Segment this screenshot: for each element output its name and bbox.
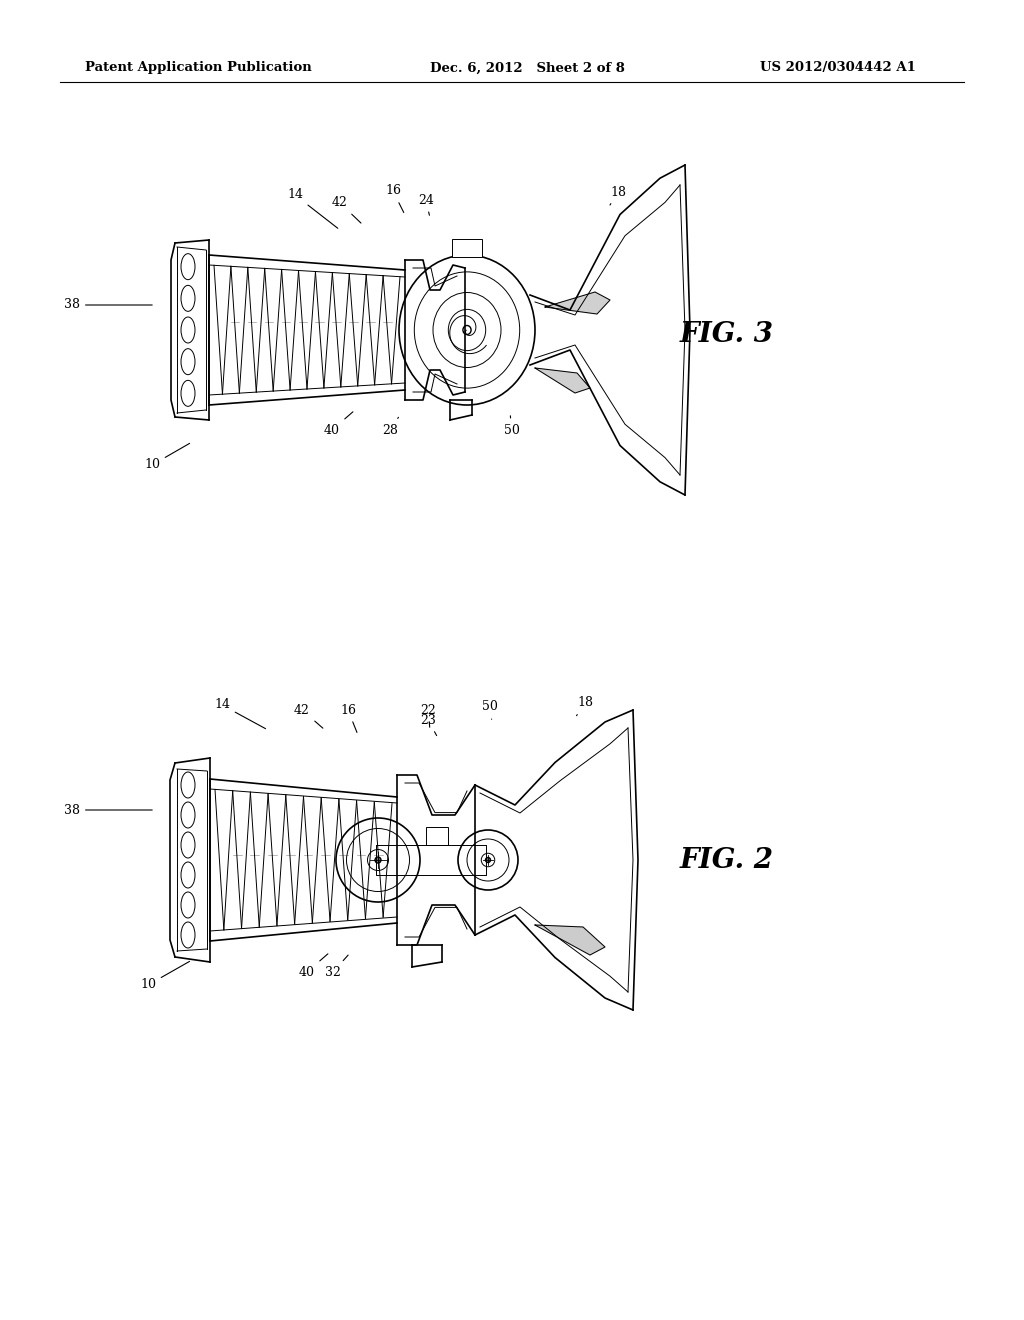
Text: US 2012/0304442 A1: US 2012/0304442 A1 (760, 62, 915, 74)
Text: 16: 16 (385, 185, 403, 213)
Ellipse shape (399, 255, 535, 405)
Ellipse shape (474, 847, 498, 873)
Polygon shape (535, 368, 590, 393)
Ellipse shape (181, 772, 195, 799)
Ellipse shape (485, 858, 490, 862)
Polygon shape (545, 292, 610, 314)
Ellipse shape (181, 380, 195, 407)
Text: 18: 18 (610, 186, 626, 205)
Ellipse shape (181, 285, 195, 312)
Text: 14: 14 (214, 698, 265, 729)
Ellipse shape (458, 830, 518, 890)
Text: FIG. 3: FIG. 3 (680, 322, 774, 348)
Ellipse shape (181, 832, 195, 858)
Text: 42: 42 (332, 197, 361, 223)
Ellipse shape (181, 803, 195, 828)
Text: Patent Application Publication: Patent Application Publication (85, 62, 311, 74)
Text: Dec. 6, 2012   Sheet 2 of 8: Dec. 6, 2012 Sheet 2 of 8 (430, 62, 625, 74)
Ellipse shape (181, 892, 195, 917)
Text: 38: 38 (63, 804, 153, 817)
Bar (426, 828, 449, 845)
Bar (452, 239, 482, 257)
Text: 18: 18 (577, 697, 593, 715)
Text: 40: 40 (299, 954, 328, 978)
Polygon shape (535, 925, 605, 954)
Text: 40: 40 (324, 412, 353, 437)
Text: 23: 23 (420, 714, 436, 735)
Text: FIG. 2: FIG. 2 (680, 846, 774, 874)
Text: 32: 32 (325, 956, 348, 978)
Ellipse shape (181, 253, 195, 280)
Ellipse shape (181, 862, 195, 888)
Text: 22: 22 (420, 704, 436, 727)
Text: 38: 38 (63, 298, 153, 312)
Text: 50: 50 (482, 701, 498, 719)
Ellipse shape (336, 818, 420, 902)
Text: 28: 28 (382, 417, 398, 437)
Ellipse shape (181, 317, 195, 343)
Text: 14: 14 (287, 189, 338, 228)
Ellipse shape (181, 348, 195, 375)
Ellipse shape (362, 845, 393, 875)
Text: 10: 10 (144, 444, 189, 471)
Text: 10: 10 (140, 961, 189, 991)
Ellipse shape (375, 857, 381, 863)
Text: 24: 24 (418, 194, 434, 215)
Ellipse shape (181, 921, 195, 948)
Text: 42: 42 (294, 704, 323, 729)
Text: 50: 50 (504, 416, 520, 437)
Text: 16: 16 (340, 704, 357, 733)
